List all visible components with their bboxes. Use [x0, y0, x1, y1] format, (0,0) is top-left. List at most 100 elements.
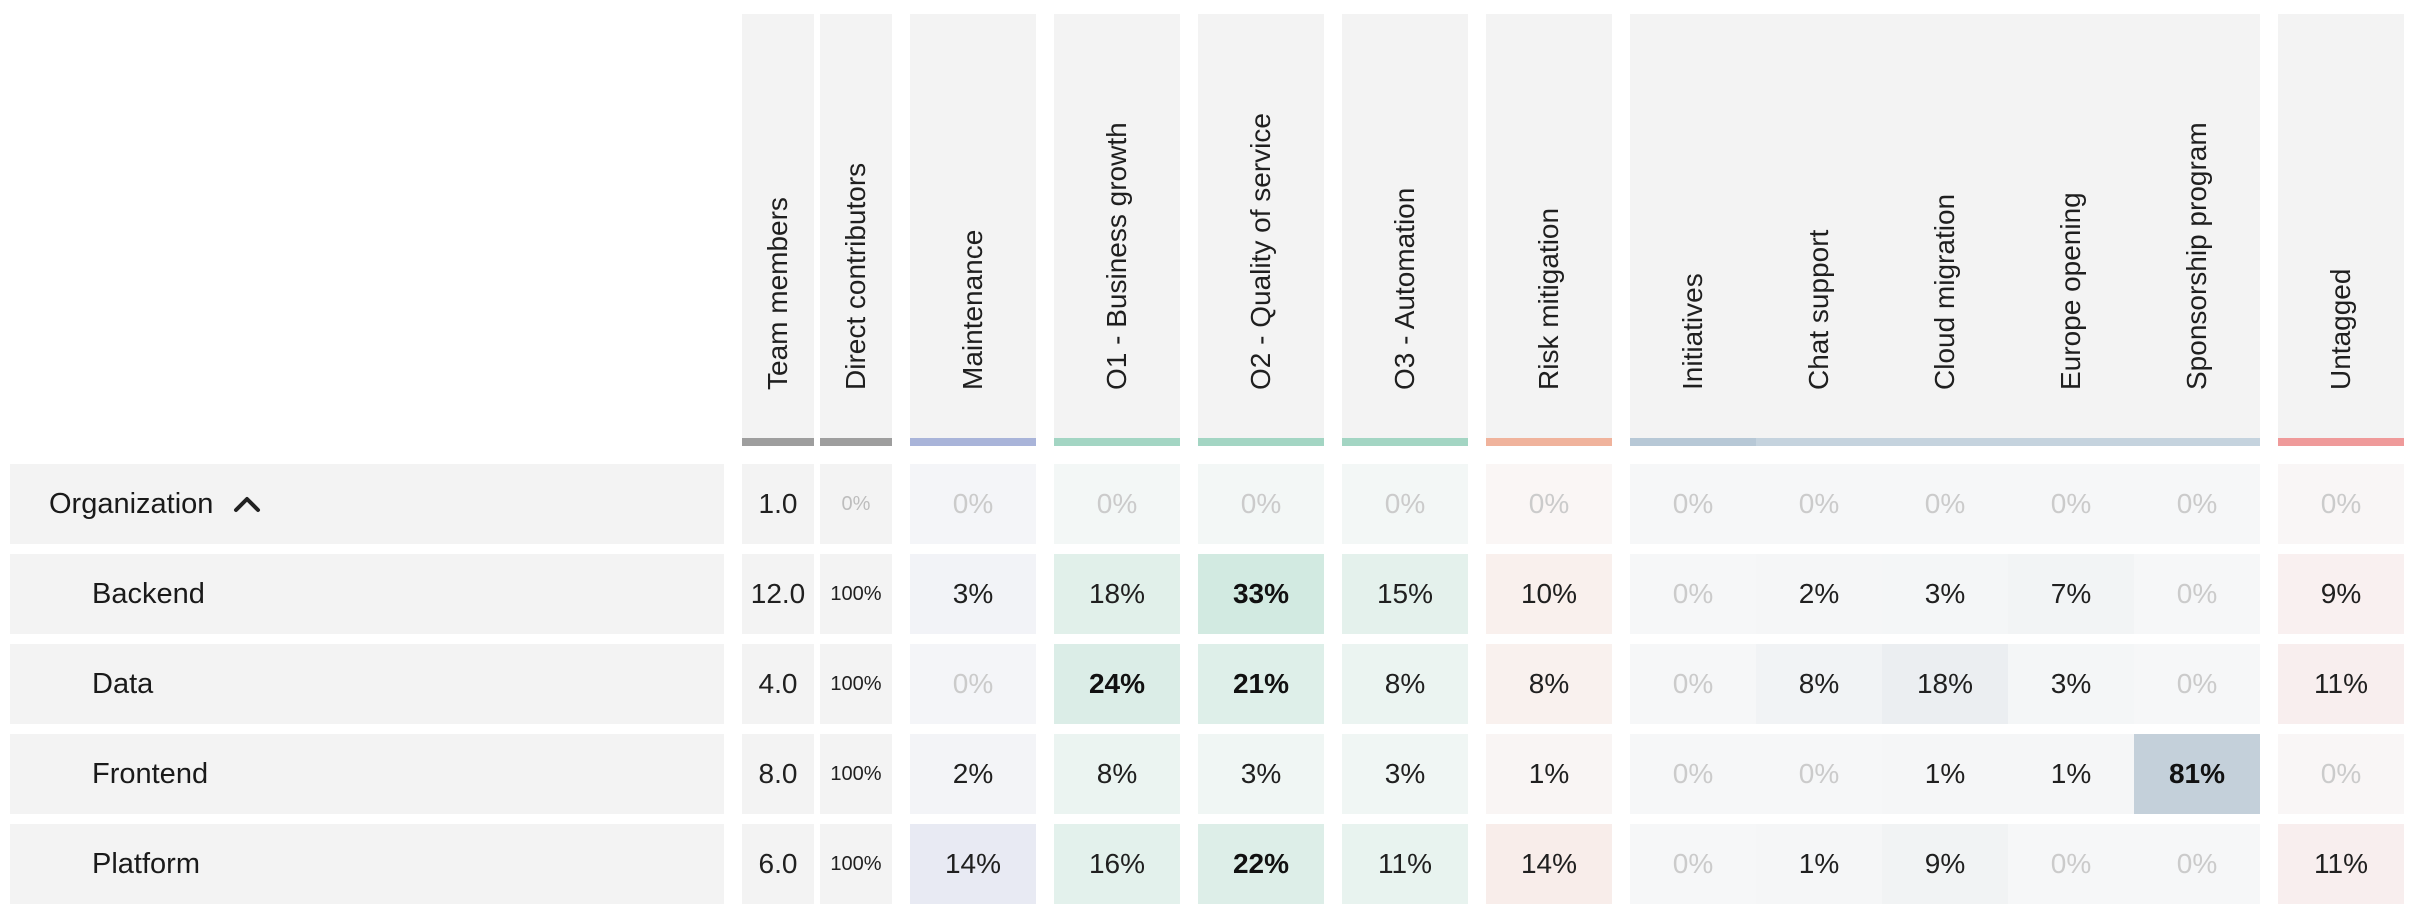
table-cell: 1.0: [742, 464, 814, 544]
column-header-label: O3 - Automation: [1389, 187, 1420, 390]
table-cell: 14%: [1486, 824, 1612, 904]
column-header-label: O1 - Business growth: [1101, 122, 1132, 390]
table-cell: 81%: [2134, 734, 2260, 814]
table-cell: 100%: [820, 644, 892, 724]
table-cell: 0%: [1882, 464, 2008, 544]
column-color-bar: [2134, 438, 2260, 446]
table-cell: 0%: [2134, 824, 2260, 904]
table-cell: 0%: [2134, 554, 2260, 634]
table-cell: 3%: [1882, 554, 2008, 634]
table-cell: 0%: [910, 644, 1036, 724]
table-cell: 8%: [1756, 644, 1882, 724]
column-color-bar: [1486, 438, 1612, 446]
table-cell: 0%: [1630, 554, 1756, 634]
column-color-bar: [910, 438, 1036, 446]
table-cell: 100%: [820, 824, 892, 904]
chevron-up-icon[interactable]: [233, 495, 261, 513]
table-cell: 0%: [1630, 644, 1756, 724]
table-cell: 22%: [1198, 824, 1324, 904]
column-color-bar: [820, 438, 892, 446]
column-color-bar: [742, 438, 814, 446]
table-cell: 0%: [1486, 464, 1612, 544]
table-cell: 1%: [1756, 824, 1882, 904]
column-header-label: Risk mitigation: [1533, 207, 1564, 390]
row-name-label: Frontend: [92, 757, 209, 790]
header-cell-bg: [820, 14, 892, 446]
table-cell: 3%: [1198, 734, 1324, 814]
column-color-bar: [2278, 438, 2404, 446]
table-cell: 0%: [2008, 464, 2134, 544]
table-cell: 0%: [2134, 464, 2260, 544]
table-cell: 24%: [1054, 644, 1180, 724]
table-cell: 15%: [1342, 554, 1468, 634]
table-cell: 0%: [1198, 464, 1324, 544]
table-cell: 100%: [820, 734, 892, 814]
table-cell: 0%: [1630, 464, 1756, 544]
table-cell: 4.0: [742, 644, 814, 724]
column-header-label: Cloud migration: [1929, 193, 1960, 390]
table-cell: 18%: [1882, 644, 2008, 724]
column-color-bar: [1342, 438, 1468, 446]
header-cell-bg: [1630, 14, 2260, 446]
column-header-label: Team members: [762, 197, 793, 390]
table-cell: 7%: [2008, 554, 2134, 634]
column-color-bar: [1630, 438, 1756, 446]
table-cell: 14%: [910, 824, 1036, 904]
column-header-label: Europe opening: [2055, 192, 2086, 390]
header-cell-bg: [1054, 14, 1180, 446]
table-cell: 8%: [1054, 734, 1180, 814]
table-cell: 0%: [1630, 824, 1756, 904]
table-cell: 12.0: [742, 554, 814, 634]
table-cell: 8.0: [742, 734, 814, 814]
column-color-bar: [1756, 438, 1882, 446]
row-organization[interactable]: Organization: [10, 464, 724, 544]
table-cell: 18%: [1054, 554, 1180, 634]
row-team[interactable]: Frontend: [10, 734, 724, 814]
table-cell: 6.0: [742, 824, 814, 904]
table-cell: 2%: [910, 734, 1036, 814]
header-cell-bg: [1342, 14, 1468, 446]
table-cell: 9%: [2278, 554, 2404, 634]
header-cell-bg: [2278, 14, 2404, 446]
table-cell: 1%: [2008, 734, 2134, 814]
table-cell: 11%: [1342, 824, 1468, 904]
table-cell: 11%: [2278, 644, 2404, 724]
column-header-label: Direct contributors: [840, 162, 871, 390]
table-cell: 11%: [2278, 824, 2404, 904]
table-cell: 100%: [820, 554, 892, 634]
header-cell-bg: [910, 14, 1036, 446]
table-cell: 3%: [1342, 734, 1468, 814]
row-team[interactable]: Data: [10, 644, 724, 724]
table-cell: 2%: [1756, 554, 1882, 634]
table-cell: 0%: [2008, 824, 2134, 904]
table-cell: 0%: [1756, 734, 1882, 814]
table-cell: 1%: [1486, 734, 1612, 814]
table-cell: 33%: [1198, 554, 1324, 634]
header-cell-bg: [1198, 14, 1324, 446]
table-cell: 16%: [1054, 824, 1180, 904]
row-name-label: Data: [92, 667, 154, 700]
table-cell: 0%: [1756, 464, 1882, 544]
table-cell: 10%: [1486, 554, 1612, 634]
row-team[interactable]: Backend: [10, 554, 724, 634]
table-cell: 0%: [1630, 734, 1756, 814]
column-color-bar: [1198, 438, 1324, 446]
table-cell: 9%: [1882, 824, 2008, 904]
table-cell: 0%: [1054, 464, 1180, 544]
table-cell: 21%: [1198, 644, 1324, 724]
column-header-label: Initiatives: [1677, 273, 1708, 390]
column-header-label: O2 - Quality of service: [1245, 113, 1276, 390]
table-cell: 8%: [1342, 644, 1468, 724]
row-team[interactable]: Platform: [10, 824, 724, 904]
table-cell: 0%: [2278, 464, 2404, 544]
column-color-bar: [2008, 438, 2134, 446]
table-cell: 8%: [1486, 644, 1612, 724]
column-color-bar: [1054, 438, 1180, 446]
column-header-label: Chat support: [1803, 229, 1834, 390]
header-cell-bg: [1486, 14, 1612, 446]
column-color-bar: [1882, 438, 2008, 446]
row-name-label: Platform: [92, 847, 200, 880]
table-cell: 1%: [1882, 734, 2008, 814]
row-name-label: Backend: [92, 577, 205, 610]
